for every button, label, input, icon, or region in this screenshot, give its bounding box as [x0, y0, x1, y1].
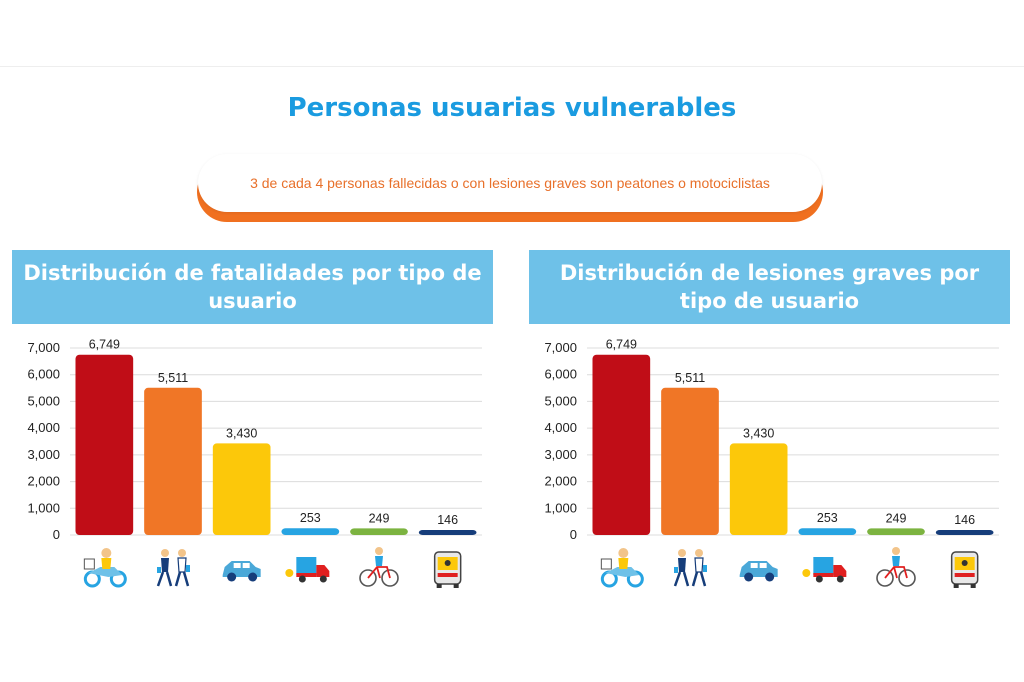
- bar: [418, 530, 477, 535]
- bar: [75, 354, 134, 535]
- y-tick-label: 7,000: [27, 340, 60, 355]
- bar: [592, 354, 651, 535]
- y-tick-label: 1,000: [27, 500, 60, 515]
- y-tick-label: 3,000: [27, 447, 60, 462]
- bar: [661, 387, 719, 535]
- data-label: 6,749: [606, 338, 637, 352]
- pedestrians-icon: [673, 549, 707, 587]
- callout-text: 3 de cada 4 personas fallecidas o con le…: [198, 154, 822, 212]
- summary-callout: 3 de cada 4 personas fallecidas o con le…: [197, 154, 823, 222]
- data-label: 146: [954, 513, 975, 527]
- y-tick-label: 5,000: [27, 393, 60, 408]
- y-tick-label: 2,000: [544, 474, 577, 489]
- motorcycle-icon: [600, 548, 644, 588]
- bar: [798, 528, 857, 535]
- pedestrians-icon: [156, 549, 190, 587]
- data-label: 3,430: [226, 426, 257, 440]
- data-label: 249: [886, 511, 907, 525]
- y-tick-label: 4,000: [27, 420, 60, 435]
- car-icon: [222, 561, 261, 582]
- car-icon: [739, 561, 778, 582]
- fatalities-chart-title: Distribución de fatalidades por tipo de …: [12, 250, 493, 324]
- bar: [212, 443, 271, 535]
- y-tick-label: 5,000: [544, 393, 577, 408]
- injuries-chart-panel: Distribución de lesiones graves por tipo…: [529, 250, 1010, 590]
- y-tick-label: 0: [570, 527, 577, 542]
- y-tick-label: 2,000: [27, 474, 60, 489]
- data-label: 249: [369, 511, 390, 525]
- data-label: 5,511: [675, 371, 705, 385]
- y-tick-label: 1,000: [544, 500, 577, 515]
- chart-title-text: Distribución de lesiones graves por tipo…: [559, 261, 980, 313]
- bicycle-icon: [359, 547, 399, 587]
- data-label: 146: [437, 513, 458, 527]
- injuries-chart-title: Distribución de lesiones graves por tipo…: [529, 250, 1010, 324]
- data-label: 3,430: [743, 426, 774, 440]
- data-label: 6,749: [89, 338, 120, 352]
- injuries-bar-chart: 0 1,000 2,000 3,000 4,000 5,000 6,000 7,000 6,74…: [544, 338, 999, 588]
- bar: [144, 387, 202, 535]
- data-label: 253: [817, 511, 838, 525]
- bus-icon: [433, 551, 462, 588]
- y-tick-label: 0: [53, 527, 60, 542]
- y-tick-label: 4,000: [544, 420, 577, 435]
- bar: [867, 528, 925, 535]
- page-title: Personas usuarias vulnerables: [287, 93, 737, 123]
- truck-icon: [285, 557, 330, 583]
- data-label: 253: [300, 511, 321, 525]
- bar: [281, 528, 340, 535]
- truck-icon: [802, 557, 847, 583]
- y-tick-label: 6,000: [27, 367, 60, 382]
- bus-icon: [950, 551, 979, 588]
- motorcycle-icon: [83, 548, 127, 588]
- chart-title-text: Distribución de fatalidades por tipo de …: [23, 261, 482, 313]
- fatalities-bar-chart: 0 1,000 2,000 3,000 4,000 5,000 6,000 7,000 6,74…: [27, 338, 482, 588]
- data-label: 5,511: [158, 371, 188, 385]
- bicycle-icon: [876, 547, 916, 587]
- top-divider: [0, 66, 1024, 67]
- fatalities-chart-panel: Distribución de fatalidades por tipo de …: [12, 250, 493, 590]
- bar: [729, 443, 788, 535]
- y-tick-label: 3,000: [544, 447, 577, 462]
- y-tick-label: 6,000: [544, 367, 577, 382]
- y-tick-label: 7,000: [544, 340, 577, 355]
- bar: [350, 528, 408, 535]
- bar: [935, 530, 994, 535]
